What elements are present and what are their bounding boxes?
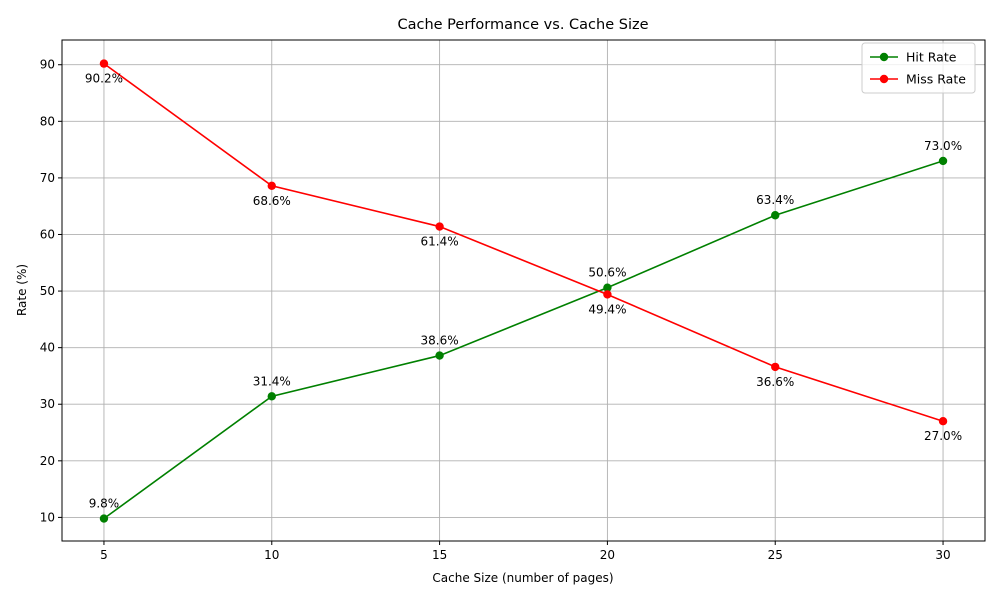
series-point-1 bbox=[771, 362, 780, 372]
legend-label: Hit Rate bbox=[906, 50, 957, 65]
data-label-0: 73.0% bbox=[924, 139, 962, 153]
data-label-1: 90.2% bbox=[85, 72, 123, 86]
data-label-1: 68.6% bbox=[253, 194, 291, 208]
data-label-0: 50.6% bbox=[588, 266, 626, 280]
y-tick-label: 90 bbox=[40, 58, 55, 72]
data-label-1: 36.6% bbox=[756, 375, 794, 389]
legend-box bbox=[861, 42, 976, 94]
series-point-1 bbox=[267, 181, 276, 191]
plot-frame bbox=[61, 39, 986, 542]
axes: 5 10 15 20 25 30 10 20 30 40 50 60 70 80 90 bbox=[40, 39, 986, 562]
data-label-1: 61.4% bbox=[421, 235, 459, 249]
data-label-0: 63.4% bbox=[756, 193, 794, 207]
y-tick-label: 80 bbox=[40, 114, 55, 128]
x-tick-label: 20 bbox=[600, 548, 615, 562]
series-layer bbox=[99, 59, 948, 523]
series-point-0 bbox=[99, 514, 109, 523]
series-point-1 bbox=[603, 290, 612, 299]
series-point-0 bbox=[938, 156, 948, 166]
y-tick-label: 20 bbox=[40, 454, 55, 468]
y-tick-label: 30 bbox=[40, 397, 55, 411]
series-line-1 bbox=[103, 62, 944, 422]
series-point-1 bbox=[435, 222, 444, 231]
series-point-1 bbox=[938, 417, 948, 426]
data-label-0: 31.4% bbox=[253, 374, 291, 388]
data-label-1: 49.4% bbox=[588, 302, 626, 316]
series-point-0 bbox=[603, 283, 612, 292]
series-line-0 bbox=[103, 160, 944, 520]
series-point-1 bbox=[99, 59, 109, 68]
series-point-0 bbox=[771, 211, 780, 220]
x-tick-label: 10 bbox=[264, 548, 279, 562]
x-axis-title: Cache Size (number of pages) bbox=[432, 571, 613, 585]
legend-marker bbox=[879, 52, 889, 62]
series-point-0 bbox=[267, 392, 276, 401]
legend-marker bbox=[879, 74, 889, 84]
y-tick-label: 60 bbox=[40, 227, 55, 241]
data-label-1: 27.0% bbox=[924, 429, 962, 443]
y-tick-label: 10 bbox=[40, 510, 55, 524]
series-point-0 bbox=[435, 351, 444, 360]
y-axis-title: Rate (%) bbox=[15, 264, 29, 316]
data-labels: 9.8% 31.4% 38.6% 50.6% 63.4% 73.0% 90.2% 68.6% 6… bbox=[85, 72, 962, 511]
y-tick-label: 50 bbox=[40, 284, 55, 298]
data-label-0: 38.6% bbox=[421, 334, 459, 348]
y-tick-label: 40 bbox=[40, 341, 55, 355]
y-tick-label: 70 bbox=[40, 171, 55, 185]
legend-label: Miss Rate bbox=[906, 72, 966, 87]
grid bbox=[62, 40, 985, 541]
x-tick-label: 15 bbox=[432, 548, 447, 562]
x-tick-label: 30 bbox=[935, 548, 950, 562]
legend: Hit Rate Miss Rate bbox=[861, 42, 976, 94]
x-tick-label: 25 bbox=[768, 548, 783, 562]
x-tick-label: 5 bbox=[100, 548, 108, 562]
data-label-0: 9.8% bbox=[89, 497, 120, 511]
chart-title: Cache Performance vs. Cache Size bbox=[397, 17, 648, 33]
